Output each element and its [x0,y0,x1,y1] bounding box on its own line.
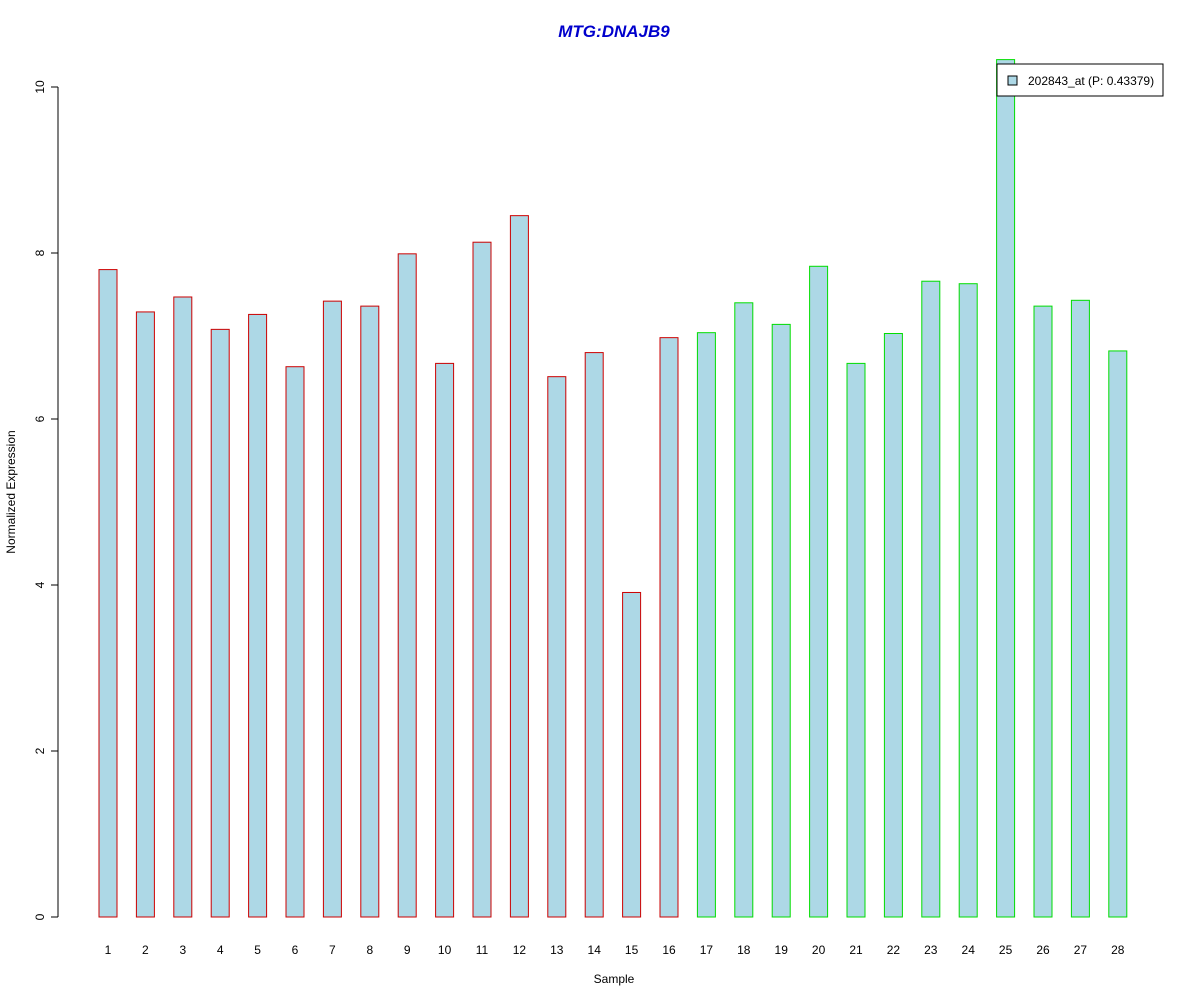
x-tick-label: 21 [849,943,863,957]
x-tick-label: 26 [1036,943,1050,957]
x-tick-label: 24 [962,943,976,957]
bar-sample-16 [659,337,679,918]
x-tick-label: 3 [179,943,186,957]
bars-group [98,59,1128,918]
x-tick-label: 11 [476,943,489,957]
x-tick-label: 10 [438,943,452,957]
x-tick-label: 9 [404,943,411,957]
legend-label: 202843_at (P: 0.43379) [1028,74,1154,88]
bar-sample-27 [1070,299,1090,918]
bar-sample-9 [397,253,417,918]
bar-sample-28 [1108,350,1128,918]
bar-sample-17 [696,332,716,918]
x-axis-title: Sample [594,972,635,986]
x-tick-label: 15 [625,943,639,957]
bar-sample-21 [846,362,866,918]
bar-sample-4 [210,328,230,918]
x-tick-label: 27 [1074,943,1088,957]
bar-sample-23 [921,280,941,918]
y-tick-label: 10 [33,80,47,94]
bar-sample-3 [173,296,193,918]
bar-sample-15 [622,591,642,918]
x-tick-label: 8 [366,943,373,957]
x-tick-label: 5 [254,943,261,957]
bar-sample-26 [1033,305,1053,918]
bar-sample-6 [285,366,305,918]
bar-sample-10 [435,362,455,918]
x-tick-labels: 1 2 3 4 5 6 7 8 9 10 11 12 13 14 15 16 17 18 19 20 21 22 23 24 2… [105,943,1125,957]
bar-sample-11 [472,241,492,918]
bar-sample-24 [958,283,978,918]
bar-sample-14 [584,352,604,918]
x-tick-label: 25 [999,943,1013,957]
x-tick-label: 18 [737,943,751,957]
y-tick-label: 2 [33,747,47,754]
y-axis-title: Normalized Expression [4,430,18,553]
bar-sample-25 [996,59,1016,918]
bar-sample-20 [809,265,829,918]
x-tick-label: 13 [550,943,564,957]
x-tick-label: 19 [775,943,789,957]
x-tick-label: 12 [513,943,527,957]
bar-sample-1 [98,269,118,918]
y-tick-label: 8 [33,249,47,256]
x-tick-label: 2 [142,943,149,957]
x-tick-label: 16 [662,943,676,957]
x-tick-label: 14 [588,943,602,957]
legend-box [996,63,1164,97]
legend-swatch [1007,75,1018,86]
y-axis: 0 2 4 6 8 10 [33,80,59,920]
x-tick-label: 6 [292,943,299,957]
x-tick-label: 1 [105,943,112,957]
x-tick-label: 20 [812,943,826,957]
x-tick-label: 22 [887,943,901,957]
bar-sample-7 [322,300,342,918]
y-tick-label: 0 [33,913,47,920]
x-tick-label: 28 [1111,943,1125,957]
legend: 202843_at (P: 0.43379) [996,63,1164,97]
y-tick-label: 6 [33,415,47,422]
x-tick-label: 17 [700,943,714,957]
y-tick-label: 4 [33,581,47,588]
bar-sample-19 [771,323,791,918]
bar-sample-18 [734,302,754,918]
bar-sample-22 [883,333,903,918]
x-tick-label: 23 [924,943,938,957]
x-tick-label: 7 [329,943,336,957]
bar-sample-8 [360,305,380,918]
chart-title: MTG:DNAJB9 [558,22,670,41]
bar-sample-5 [248,313,268,918]
x-tick-label: 4 [217,943,224,957]
bar-sample-13 [547,376,567,918]
bar-sample-2 [135,311,155,918]
bar-sample-12 [509,215,529,918]
